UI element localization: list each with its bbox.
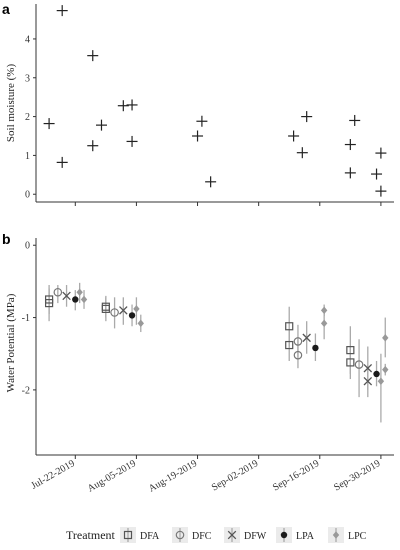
point-dfc — [53, 287, 63, 297]
soil-moisture-point — [296, 147, 308, 159]
soil-moisture-point — [95, 119, 107, 131]
point-dfw — [302, 333, 311, 343]
panel-b-points — [44, 287, 389, 386]
panel-b-label: b — [2, 231, 11, 247]
point-lpc — [320, 306, 328, 315]
panel-a-y-tick-label: 3 — [25, 73, 30, 84]
point-dfw — [363, 376, 373, 386]
point-lpc — [382, 334, 389, 342]
panel-b-error-bars — [48, 282, 386, 423]
soil-moisture-point — [375, 147, 387, 159]
panel-a: a 0 1 2 3 4 Soil moisture (%) — [2, 1, 394, 206]
soil-moisture-point — [56, 156, 68, 168]
legend-marker-lpa — [280, 531, 288, 539]
soil-moisture-point — [349, 114, 361, 126]
legend-label: LPA — [296, 531, 315, 542]
legend-label: LPC — [348, 531, 367, 542]
panel-a-y-tick-label: 0 — [25, 190, 30, 201]
point-lpc — [76, 288, 83, 297]
panel-b-y-tick-label: -1 — [22, 313, 30, 324]
panel-b-x-tick-label: Sep-30-2019 — [332, 458, 382, 493]
point-lpc — [137, 319, 144, 328]
point-lpa — [128, 312, 136, 319]
point-dfc — [354, 360, 364, 369]
point-lpc — [320, 319, 328, 328]
soil-moisture-point — [301, 111, 313, 123]
panel-a-points — [43, 5, 387, 197]
point-dfa — [285, 322, 294, 331]
point-dfa — [346, 358, 355, 367]
point-lpc — [377, 377, 385, 386]
legend-title: Treatment — [66, 528, 116, 542]
point-dfc — [110, 308, 119, 317]
panel-a-y-tick-label: 4 — [25, 34, 30, 45]
legend-item-lpc: LPC — [328, 527, 367, 543]
soil-moisture-point — [344, 167, 356, 179]
soil-moisture-point — [117, 100, 129, 112]
point-lpc — [80, 295, 88, 304]
panel-b-y-axis-title: Water Potential (MPa) — [5, 293, 17, 392]
legend-item-dfw: DFW — [224, 527, 267, 543]
soil-moisture-point — [205, 176, 217, 188]
point-lpc — [133, 305, 140, 313]
point-dfa — [101, 302, 110, 311]
point-lpa — [72, 296, 79, 303]
point-lpa — [312, 344, 319, 352]
point-dfa — [346, 346, 355, 355]
panel-b-y-ticks: 0 -1 -2 — [22, 241, 36, 396]
panel-b-y-tick-label: 0 — [25, 241, 30, 252]
legend-items: DFA DFC DFW LPA LPC — [120, 527, 367, 543]
panel-a-x-ticks — [74, 202, 382, 206]
panel-a-y-ticks: 0 1 2 3 4 — [25, 34, 36, 201]
panel-a-label: a — [2, 1, 10, 17]
panel-a-y-tick-label: 1 — [25, 151, 30, 162]
point-dfa — [44, 295, 54, 304]
panel-a-y-axis-title: Soil moisture (%) — [5, 64, 17, 143]
soil-moisture-point — [196, 115, 208, 127]
legend-marker-lpc — [332, 531, 340, 539]
point-lpc — [382, 365, 389, 374]
legend-item-dfc: DFC — [172, 527, 212, 543]
point-dfc — [293, 350, 303, 360]
panel-b: b 0 -1 -2 Jul-22-2019 Aug-05-2019 Aug-19-201… — [2, 231, 394, 495]
panel-b-x-tick-label: Aug-19-2019 — [147, 458, 199, 494]
soil-moisture-point — [43, 118, 55, 130]
point-dfa — [285, 340, 294, 350]
soil-moisture-point — [87, 140, 99, 152]
panel-b-x-tick-label: Aug-05-2019 — [86, 458, 138, 494]
panel-a-y-tick-label: 2 — [25, 112, 30, 123]
panel-b-x-tick-label: Sep-02-2019 — [210, 458, 260, 493]
legend-marker-dfc — [175, 530, 185, 540]
legend-label: DFW — [244, 531, 267, 542]
panel-b-x-tick-label: Sep-16-2019 — [271, 458, 321, 493]
legend: Treatment DFA DFC DFW LPA LPC — [66, 527, 367, 543]
soil-moisture-point — [56, 5, 68, 17]
legend-label: DFC — [192, 531, 212, 542]
legend-item-dfa: DFA — [120, 527, 160, 543]
legend-item-lpa: LPA — [276, 527, 315, 543]
soil-moisture-point — [126, 135, 138, 147]
legend-marker-dfw — [227, 530, 237, 540]
soil-moisture-point — [288, 130, 300, 142]
point-dfw — [62, 291, 71, 301]
legend-marker-dfa — [123, 530, 133, 540]
panel-b-x-tick-label: Jul-22-2019 — [29, 458, 76, 492]
soil-moisture-point — [87, 50, 99, 62]
point-dfw — [363, 363, 373, 373]
point-dfw — [119, 306, 128, 315]
legend-label: DFA — [140, 531, 160, 542]
point-dfc — [293, 337, 303, 346]
panel-b-x-ticks: Jul-22-2019 Aug-05-2019 Aug-19-2019 Sep-02-… — [29, 455, 382, 495]
soil-moisture-point — [192, 130, 204, 142]
soil-moisture-point — [344, 139, 356, 151]
point-lpa — [373, 370, 380, 378]
soil-moisture-point — [371, 168, 383, 180]
soil-moisture-point — [126, 99, 138, 111]
panel-b-y-tick-label: -2 — [22, 385, 30, 396]
soil-moisture-point — [375, 185, 387, 197]
